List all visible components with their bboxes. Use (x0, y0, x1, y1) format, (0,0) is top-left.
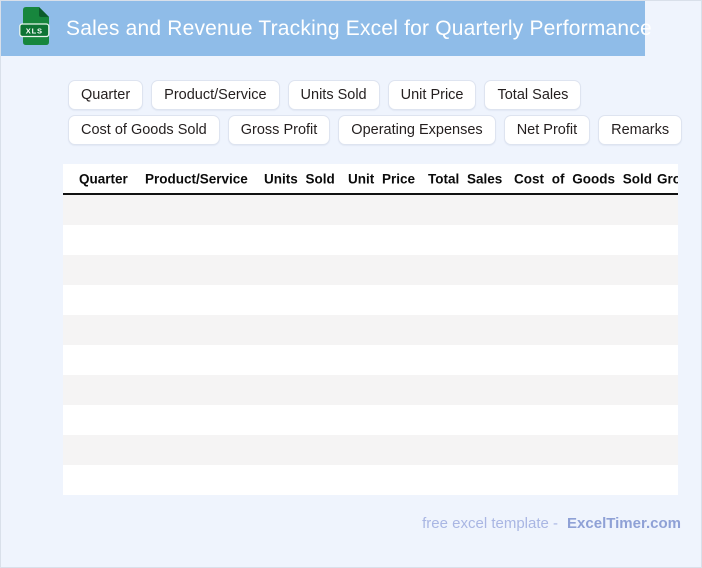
tag-row-2: Cost of Goods Sold Gross Profit Operatin… (68, 115, 683, 145)
table-body (63, 195, 678, 495)
tag-list: Quarter Product/Service Units Sold Unit … (68, 80, 683, 150)
tag-total-sales[interactable]: Total Sales (484, 80, 582, 110)
column-header-quarter: Quarter (79, 171, 128, 186)
column-header-product-service: Product/Service (145, 171, 248, 186)
table-row (63, 195, 678, 225)
table-row (63, 345, 678, 375)
tag-gross-profit[interactable]: Gross Profit (227, 115, 331, 145)
table-row (63, 435, 678, 465)
tag-row-1: Quarter Product/Service Units Sold Unit … (68, 80, 678, 110)
header-bar: XLS Sales and Revenue Tracking Excel for… (1, 1, 652, 56)
tag-unit-price[interactable]: Unit Price (387, 80, 477, 110)
tag-units-sold[interactable]: Units Sold (287, 80, 380, 110)
tag-remarks[interactable]: Remarks (598, 115, 683, 145)
table-row (63, 315, 678, 345)
footer-brand-link[interactable]: ExcelTimer.com (567, 515, 681, 532)
table-row (63, 255, 678, 285)
xls-file-icon: XLS (19, 6, 53, 51)
tag-operating-expenses[interactable]: Operating Expenses (338, 115, 496, 145)
column-header-units-sold: Units Sold (264, 171, 335, 186)
spreadsheet-preview: Quarter Product/Service Units Sold Unit … (63, 164, 678, 495)
tag-cost-of-goods-sold[interactable]: Cost of Goods Sold (68, 115, 220, 145)
column-header-total-sales: Total Sales (428, 171, 503, 186)
footer-text: free excel template - (422, 515, 559, 532)
table-row (63, 285, 678, 315)
table-row (63, 405, 678, 435)
column-header-cost-of-goods-sold: Cost of Goods Sold (514, 171, 652, 186)
column-header-unit-price: Unit Price (348, 171, 416, 186)
table-row (63, 375, 678, 405)
table-row (63, 225, 678, 255)
table-header-row: Quarter Product/Service Units Sold Unit … (63, 164, 678, 195)
column-header-gross-profit: Gross Profit (657, 171, 678, 186)
tag-net-profit[interactable]: Net Profit (503, 115, 591, 145)
svg-text:XLS: XLS (26, 26, 43, 35)
page-title: Sales and Revenue Tracking Excel for Qua… (66, 16, 652, 40)
tag-product-service[interactable]: Product/Service (151, 80, 280, 110)
tag-quarter[interactable]: Quarter (68, 80, 144, 110)
footer-credit: free excel template - ExcelTimer.com (422, 515, 681, 532)
table-row (63, 465, 678, 495)
